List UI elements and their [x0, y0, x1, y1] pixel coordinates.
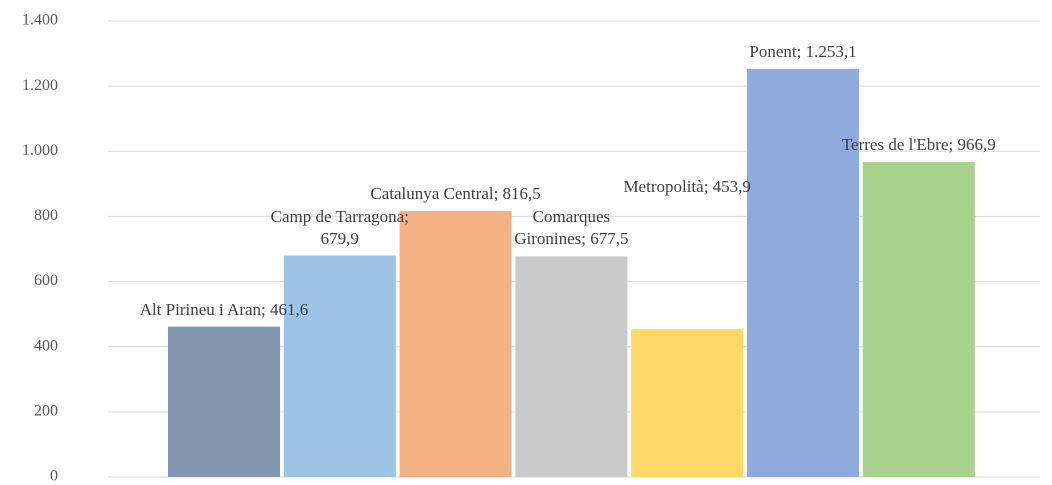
bar — [747, 68, 859, 478]
y-tick-label: 0 — [50, 468, 58, 485]
bar — [283, 255, 396, 477]
y-tick-label: 600 — [34, 272, 58, 289]
bar — [399, 211, 512, 477]
bar — [631, 329, 744, 477]
data-label: Metropolità; 453,9 — [623, 177, 751, 197]
y-tick-label: 1.200 — [22, 77, 58, 94]
y-tick-label: 400 — [34, 337, 58, 354]
bar — [515, 256, 628, 477]
data-label: Catalunya Central; 816,5 — [370, 184, 541, 204]
y-tick-label: 1.400 — [22, 12, 58, 29]
y-tick-label: 800 — [34, 207, 58, 224]
bar — [862, 162, 975, 477]
data-label: Alt Pirineu i Aran; 461,6 — [139, 299, 309, 319]
data-label: Camp de Tarragona; 679,9 — [270, 206, 409, 248]
bar — [168, 326, 280, 477]
data-label: Terres de l'Ebre; 966,9 — [841, 135, 996, 155]
data-label: Comarques Gironines; 677,5 — [514, 207, 629, 249]
y-tick-label: 200 — [34, 403, 58, 420]
y-tick-label: 1.000 — [22, 142, 58, 159]
data-label: Ponent; 1.253,1 — [749, 41, 857, 61]
